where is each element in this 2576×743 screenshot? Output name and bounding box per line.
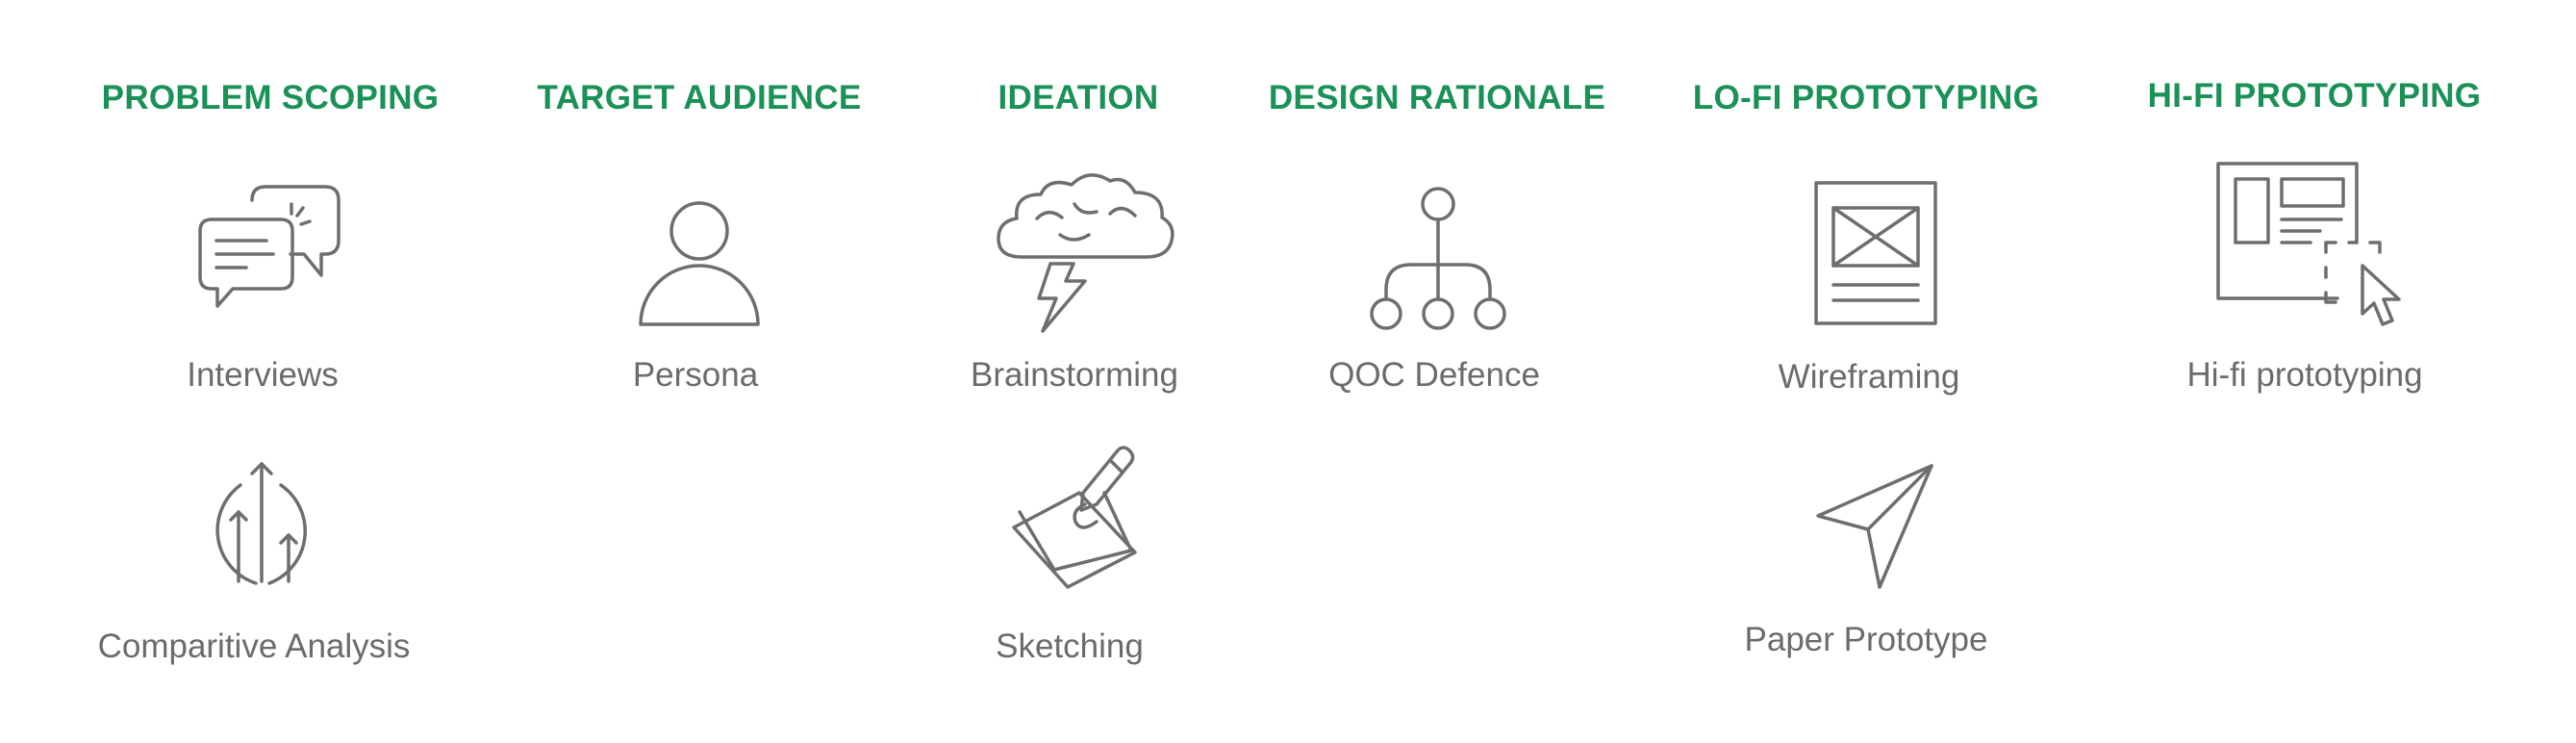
paper-plane-icon: [1816, 464, 1933, 589]
person-icon: [639, 201, 760, 326]
speech-bubbles-icon: [198, 185, 341, 308]
label-brainstorming: Brainstorming: [971, 356, 1178, 394]
label-persona: Persona: [632, 356, 759, 394]
label-qoc-defence: QOC Defence: [1328, 356, 1540, 394]
label-hi-fi-prototyping: Hi-fi prototyping: [2186, 356, 2423, 394]
layout-cursor-icon: [2216, 162, 2401, 326]
label-interviews: Interviews: [187, 356, 339, 394]
label-sketching: Sketching: [996, 628, 1144, 665]
label-comparitive-analysis: Comparitive Analysis: [97, 628, 411, 665]
heading-ideation: IDEATION: [998, 79, 1159, 116]
hierarchy-tree-icon: [1370, 187, 1506, 330]
growth-arrows-icon: [215, 462, 307, 585]
heading-hi-fi-prototyping: HI-FI PROTOTYPING: [2147, 77, 2482, 115]
heading-target-audience: TARGET AUDIENCE: [537, 79, 862, 116]
heading-design-rationale: DESIGN RATIONALE: [1268, 79, 1606, 116]
label-paper-prototype: Paper Prototype: [1744, 621, 1988, 658]
label-wireframing: Wireframing: [1778, 358, 1960, 396]
storm-cloud-icon: [997, 173, 1174, 333]
wireframe-icon: [1814, 181, 1937, 325]
heading-lo-fi-prototyping: LO-FI PROTOTYPING: [1692, 79, 2040, 116]
heading-problem-scoping: PROBLEM SCOPING: [101, 79, 440, 116]
pencil-paper-icon: [1012, 446, 1137, 589]
